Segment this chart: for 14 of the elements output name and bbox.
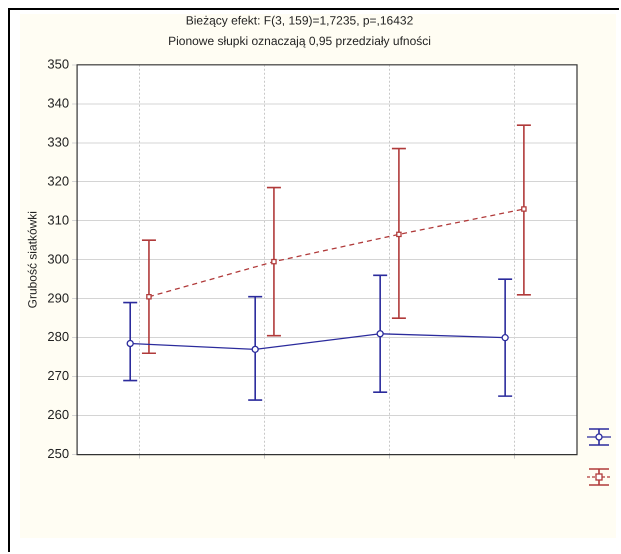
- y-tick-label: 320: [47, 173, 70, 188]
- y-tick-label: 310: [47, 212, 70, 228]
- y-tick-label: 260: [47, 407, 70, 422]
- y-tick-label: 270: [47, 368, 70, 384]
- y-tick-label: 340: [47, 95, 70, 110]
- y-tick-label: 280: [47, 329, 70, 344]
- chart-subtitle: Pionowe słupki oznaczają 0,95 przedziały ufności: [168, 34, 431, 48]
- y-tick-label: 300: [47, 251, 70, 266]
- y-tick-label: 250: [47, 446, 70, 462]
- y-tick-label: 350: [47, 56, 70, 72]
- y-tick-label: 330: [47, 134, 70, 150]
- y-tick-label: 290: [47, 290, 70, 306]
- y-axis-title: Grubość siatkówki: [26, 211, 40, 308]
- chart-title: Bieżący efekt: F(3, 159)=1,7235, p=,16432: [186, 14, 414, 28]
